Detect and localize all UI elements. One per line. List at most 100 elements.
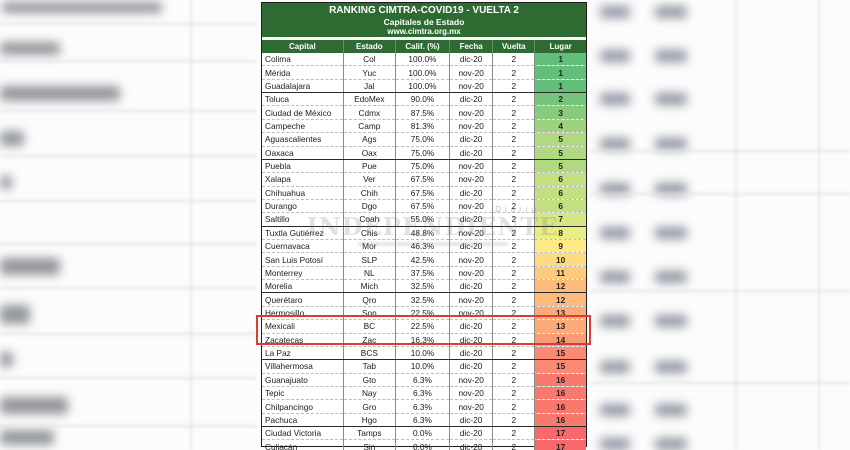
- estado-cell: Oax: [342, 146, 396, 160]
- table-row: Ciudad Victoria Tamps 0.0% dic-20 2 17: [262, 426, 586, 441]
- bg-text-blob: [655, 404, 687, 416]
- capital-cell: Colima: [262, 53, 344, 67]
- estado-cell: NL: [342, 266, 396, 281]
- fecha-cell: nov-20: [449, 226, 493, 241]
- calif-cell: 67.5%: [394, 186, 450, 200]
- fecha-cell: dic-20: [449, 439, 493, 450]
- vuelta-cell: 2: [492, 146, 535, 160]
- col-header-vuelta: Vuelta: [492, 40, 535, 53]
- lugar-cell: 2: [534, 92, 586, 107]
- bg-text-blob: [0, 176, 12, 189]
- calif-cell: 100.0%: [394, 65, 450, 80]
- capital-cell: Guanajuato: [262, 373, 344, 387]
- bg-text-blob: [655, 183, 687, 195]
- bg-gridline: [0, 425, 256, 427]
- fecha-cell: dic-20: [449, 279, 493, 294]
- table-row: Oaxaca Oax 75.0% dic-20 2 5: [262, 146, 586, 160]
- col-header-capital: Capital: [262, 40, 344, 53]
- estado-cell: BCS: [342, 346, 396, 361]
- bg-gridline: [0, 110, 256, 112]
- bg-gridline: [818, 0, 820, 450]
- table-row: Xalapa Ver 67.5% nov-20 2 6: [262, 172, 586, 187]
- capital-cell: Culiacán: [262, 439, 344, 450]
- capital-cell: San Luis Potosí: [262, 252, 344, 267]
- bg-text-blob: [600, 438, 630, 450]
- ranking-grid: Capital Estado Calif. (%) Fecha Vuelta L…: [262, 40, 586, 450]
- estado-cell: EdoMex: [342, 92, 396, 107]
- title-header-gap: [262, 37, 586, 40]
- calif-cell: 10.0%: [394, 359, 450, 374]
- capital-cell: Tuxtla Gutiérrez: [262, 226, 344, 241]
- lugar-cell: 13: [534, 319, 586, 334]
- lugar-cell: 16: [534, 386, 586, 401]
- lugar-cell: 1: [534, 79, 586, 94]
- col-header-calif: Calif. (%): [394, 40, 450, 53]
- bg-text-blob: [600, 93, 630, 105]
- capital-cell: Mexicali: [262, 319, 344, 334]
- table-row: Tepic Nay 6.3% nov-20 2 16: [262, 386, 586, 401]
- vuelta-cell: 2: [492, 172, 535, 187]
- capital-cell: Ciudad de México: [262, 105, 344, 120]
- table-row: Pachuca Hgo 6.3% dic-20 2 16: [262, 413, 586, 428]
- vuelta-cell: 2: [492, 292, 535, 307]
- vuelta-cell: 2: [492, 373, 535, 387]
- bg-gridline: [590, 290, 850, 292]
- capital-cell: Durango: [262, 199, 344, 214]
- table-row: La Paz BCS 10.0% dic-20 2 15: [262, 346, 586, 361]
- bg-text-blob: [655, 271, 687, 283]
- bg-text-blob: [655, 361, 687, 373]
- calif-cell: 55.0%: [394, 212, 450, 227]
- lugar-cell: 5: [534, 146, 586, 160]
- calif-cell: 46.3%: [394, 239, 450, 254]
- fecha-cell: nov-20: [449, 199, 493, 214]
- bg-gridline: [0, 287, 256, 289]
- bg-text-blob: [655, 227, 687, 239]
- lugar-cell: 6: [534, 172, 586, 187]
- vuelta-cell: 2: [492, 65, 535, 80]
- table-row: Ciudad de México Cdmx 87.5% nov-20 2 3: [262, 105, 586, 120]
- estado-cell: Chis: [342, 226, 396, 241]
- calif-cell: 81.3%: [394, 119, 450, 134]
- table-row: Chilpancingo Gro 6.3% nov-20 2 16: [262, 399, 586, 414]
- capital-cell: Chilpancingo: [262, 399, 344, 414]
- fecha-cell: dic-20: [449, 92, 493, 107]
- table-body: Colima Col 100.0% dic-20 2 1 Mérida Yuc 100.0% no…: [262, 53, 586, 450]
- table-row: Colima Col 100.0% dic-20 2 1: [262, 53, 586, 67]
- lugar-cell: 10: [534, 252, 586, 267]
- table-row: Tuxtla Gutiérrez Chis 48.8% nov-20 2 8: [262, 226, 586, 241]
- bg-text-blob: [600, 315, 630, 327]
- bg-text-blob: [655, 138, 687, 150]
- estado-cell: Nay: [342, 386, 396, 401]
- vuelta-cell: 2: [492, 199, 535, 214]
- calif-cell: 48.8%: [394, 226, 450, 241]
- col-header-fecha: Fecha: [449, 40, 493, 53]
- bg-text-blob: [600, 183, 630, 195]
- estado-cell: Mor: [342, 239, 396, 254]
- lugar-cell: 3: [534, 105, 586, 120]
- vuelta-cell: 2: [492, 53, 535, 67]
- capital-cell: Campeche: [262, 119, 344, 134]
- table-row: Cuernavaca Mor 46.3% dic-20 2 9: [262, 239, 586, 254]
- vuelta-cell: 2: [492, 386, 535, 401]
- table-row: Mérida Yuc 100.0% nov-20 2 1: [262, 65, 586, 80]
- capital-cell: Saltillo: [262, 212, 344, 227]
- table-row: Aguascalientes Ags 75.0% dic-20 2 5: [262, 132, 586, 147]
- lugar-cell: 5: [534, 159, 586, 174]
- bg-gridline: [590, 193, 850, 195]
- table-row: Villahermosa Tab 10.0% dic-20 2 15: [262, 359, 586, 374]
- bg-text-blob: [600, 271, 630, 283]
- vuelta-cell: 2: [492, 279, 535, 294]
- bg-gridline: [590, 382, 850, 384]
- table-title-block: RANKING CIMTRA-COVID19 - VUELTA 2 Capita…: [262, 3, 586, 37]
- bg-text-blob: [655, 315, 687, 327]
- calif-cell: 6.3%: [394, 373, 450, 387]
- lugar-cell: 16: [534, 373, 586, 387]
- vuelta-cell: 2: [492, 159, 535, 174]
- lugar-cell: 17: [534, 426, 586, 441]
- estado-cell: Hgo: [342, 413, 396, 428]
- lugar-cell: 15: [534, 346, 586, 361]
- lugar-cell: 1: [534, 53, 586, 67]
- estado-cell: Ver: [342, 172, 396, 187]
- fecha-cell: nov-20: [449, 159, 493, 174]
